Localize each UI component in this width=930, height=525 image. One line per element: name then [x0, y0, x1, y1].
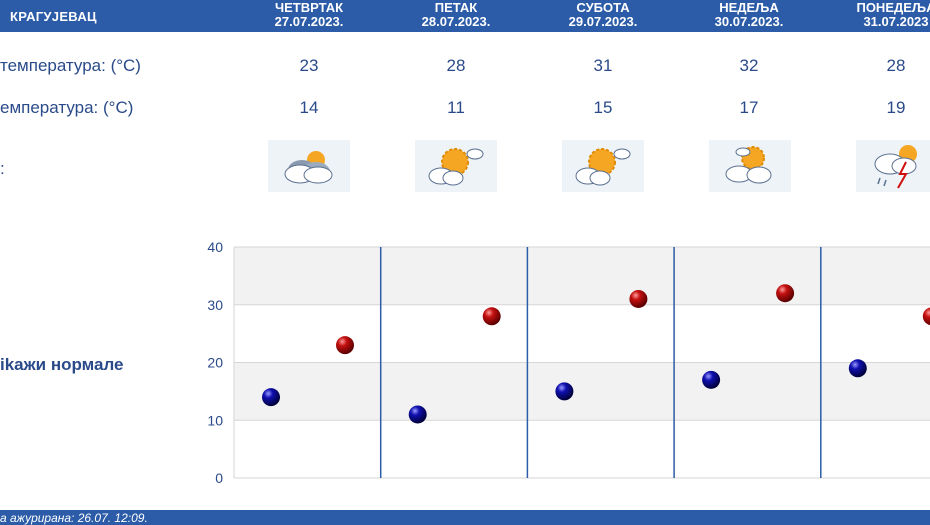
min-temp-point: [555, 382, 574, 401]
max-temp-point: [922, 307, 930, 326]
show-normals-link[interactable]: ikажи нормале: [0, 355, 124, 374]
grid-band: [234, 362, 930, 421]
temperature-chart: 0 10 20 30 40: [207, 239, 930, 486]
min-temp-point: [408, 405, 427, 424]
footer-bar: а ажурирана: 26.07. 12:09.: [0, 510, 930, 525]
max-temp-label: температура: (°C): [0, 56, 141, 75]
day-header-1: ЧЕТВРТАК 27.07.2023.: [254, 0, 364, 29]
day-name: ПЕТАК: [434, 0, 478, 15]
min-temp-cell: 14: [299, 98, 319, 117]
min-temp-cell: 17: [739, 98, 759, 117]
max-temp-point: [629, 289, 648, 308]
y-tick-label: 40: [207, 239, 223, 255]
y-tick-label: 10: [207, 412, 223, 428]
sun-cloud-icon: [415, 140, 497, 192]
max-temp-cell: 32: [739, 56, 759, 75]
updated-timestamp: а ажурирана: 26.07. 12:09.: [0, 511, 148, 525]
min-temp-cell: 15: [593, 98, 613, 117]
day-header-5: ПОНЕДЕЉА 31.07.2023: [841, 0, 930, 29]
min-temp-point: [848, 359, 867, 378]
min-temp-cell: 11: [447, 98, 465, 117]
day-date: 27.07.2023.: [274, 14, 344, 29]
grid-band: [234, 420, 930, 478]
min-temp-point: [262, 388, 280, 407]
min-temp-cell: 19: [886, 98, 906, 117]
y-tick-label: 20: [207, 355, 223, 371]
day-name: СУБОТА: [576, 0, 630, 15]
max-temp-point: [482, 307, 501, 326]
min-temp-label: емпература: (°C): [0, 98, 134, 117]
max-temp-cell: 23: [299, 56, 319, 75]
y-tick-label: 30: [207, 297, 223, 313]
max-temp-cell: 28: [886, 56, 906, 75]
day-header-2: ПЕТАК 28.07.2023.: [401, 0, 511, 29]
day-name: ЧЕТВРТАК: [274, 0, 344, 15]
thunderstorm-icon: [856, 140, 930, 192]
max-temp-cell: 28: [446, 56, 466, 75]
partly-cloudy-icon: [268, 140, 350, 192]
day-date: 28.07.2023.: [421, 14, 491, 29]
y-tick-label: 0: [215, 470, 223, 486]
icon-row-label: :: [0, 159, 5, 178]
sun-cloud-icon: [709, 140, 791, 192]
day-header-4: НЕДЕЉА 30.07.2023.: [694, 0, 804, 29]
day-header-3: СУБОТА 29.07.2023.: [548, 0, 658, 29]
day-name: ПОНЕДЕЉА: [856, 0, 930, 15]
day-date: 31.07.2023: [863, 14, 929, 29]
day-name: НЕДЕЉА: [719, 0, 779, 15]
sun-cloud-icon: [562, 140, 644, 192]
grid-band: [234, 247, 930, 305]
min-temp-point: [702, 370, 721, 389]
day-date: 30.07.2023.: [714, 14, 784, 29]
day-date: 29.07.2023.: [568, 14, 638, 29]
header-bar: КРАГУЈЕВАЦ ЧЕТВРТАК 27.07.2023. ПЕТАК 28…: [0, 0, 930, 32]
max-temp-point: [336, 336, 354, 355]
grid-band: [234, 304, 930, 363]
city-name: КРАГУЈЕВАЦ: [10, 9, 97, 24]
max-temp-point: [776, 284, 795, 303]
max-temp-cell: 31: [593, 56, 613, 75]
